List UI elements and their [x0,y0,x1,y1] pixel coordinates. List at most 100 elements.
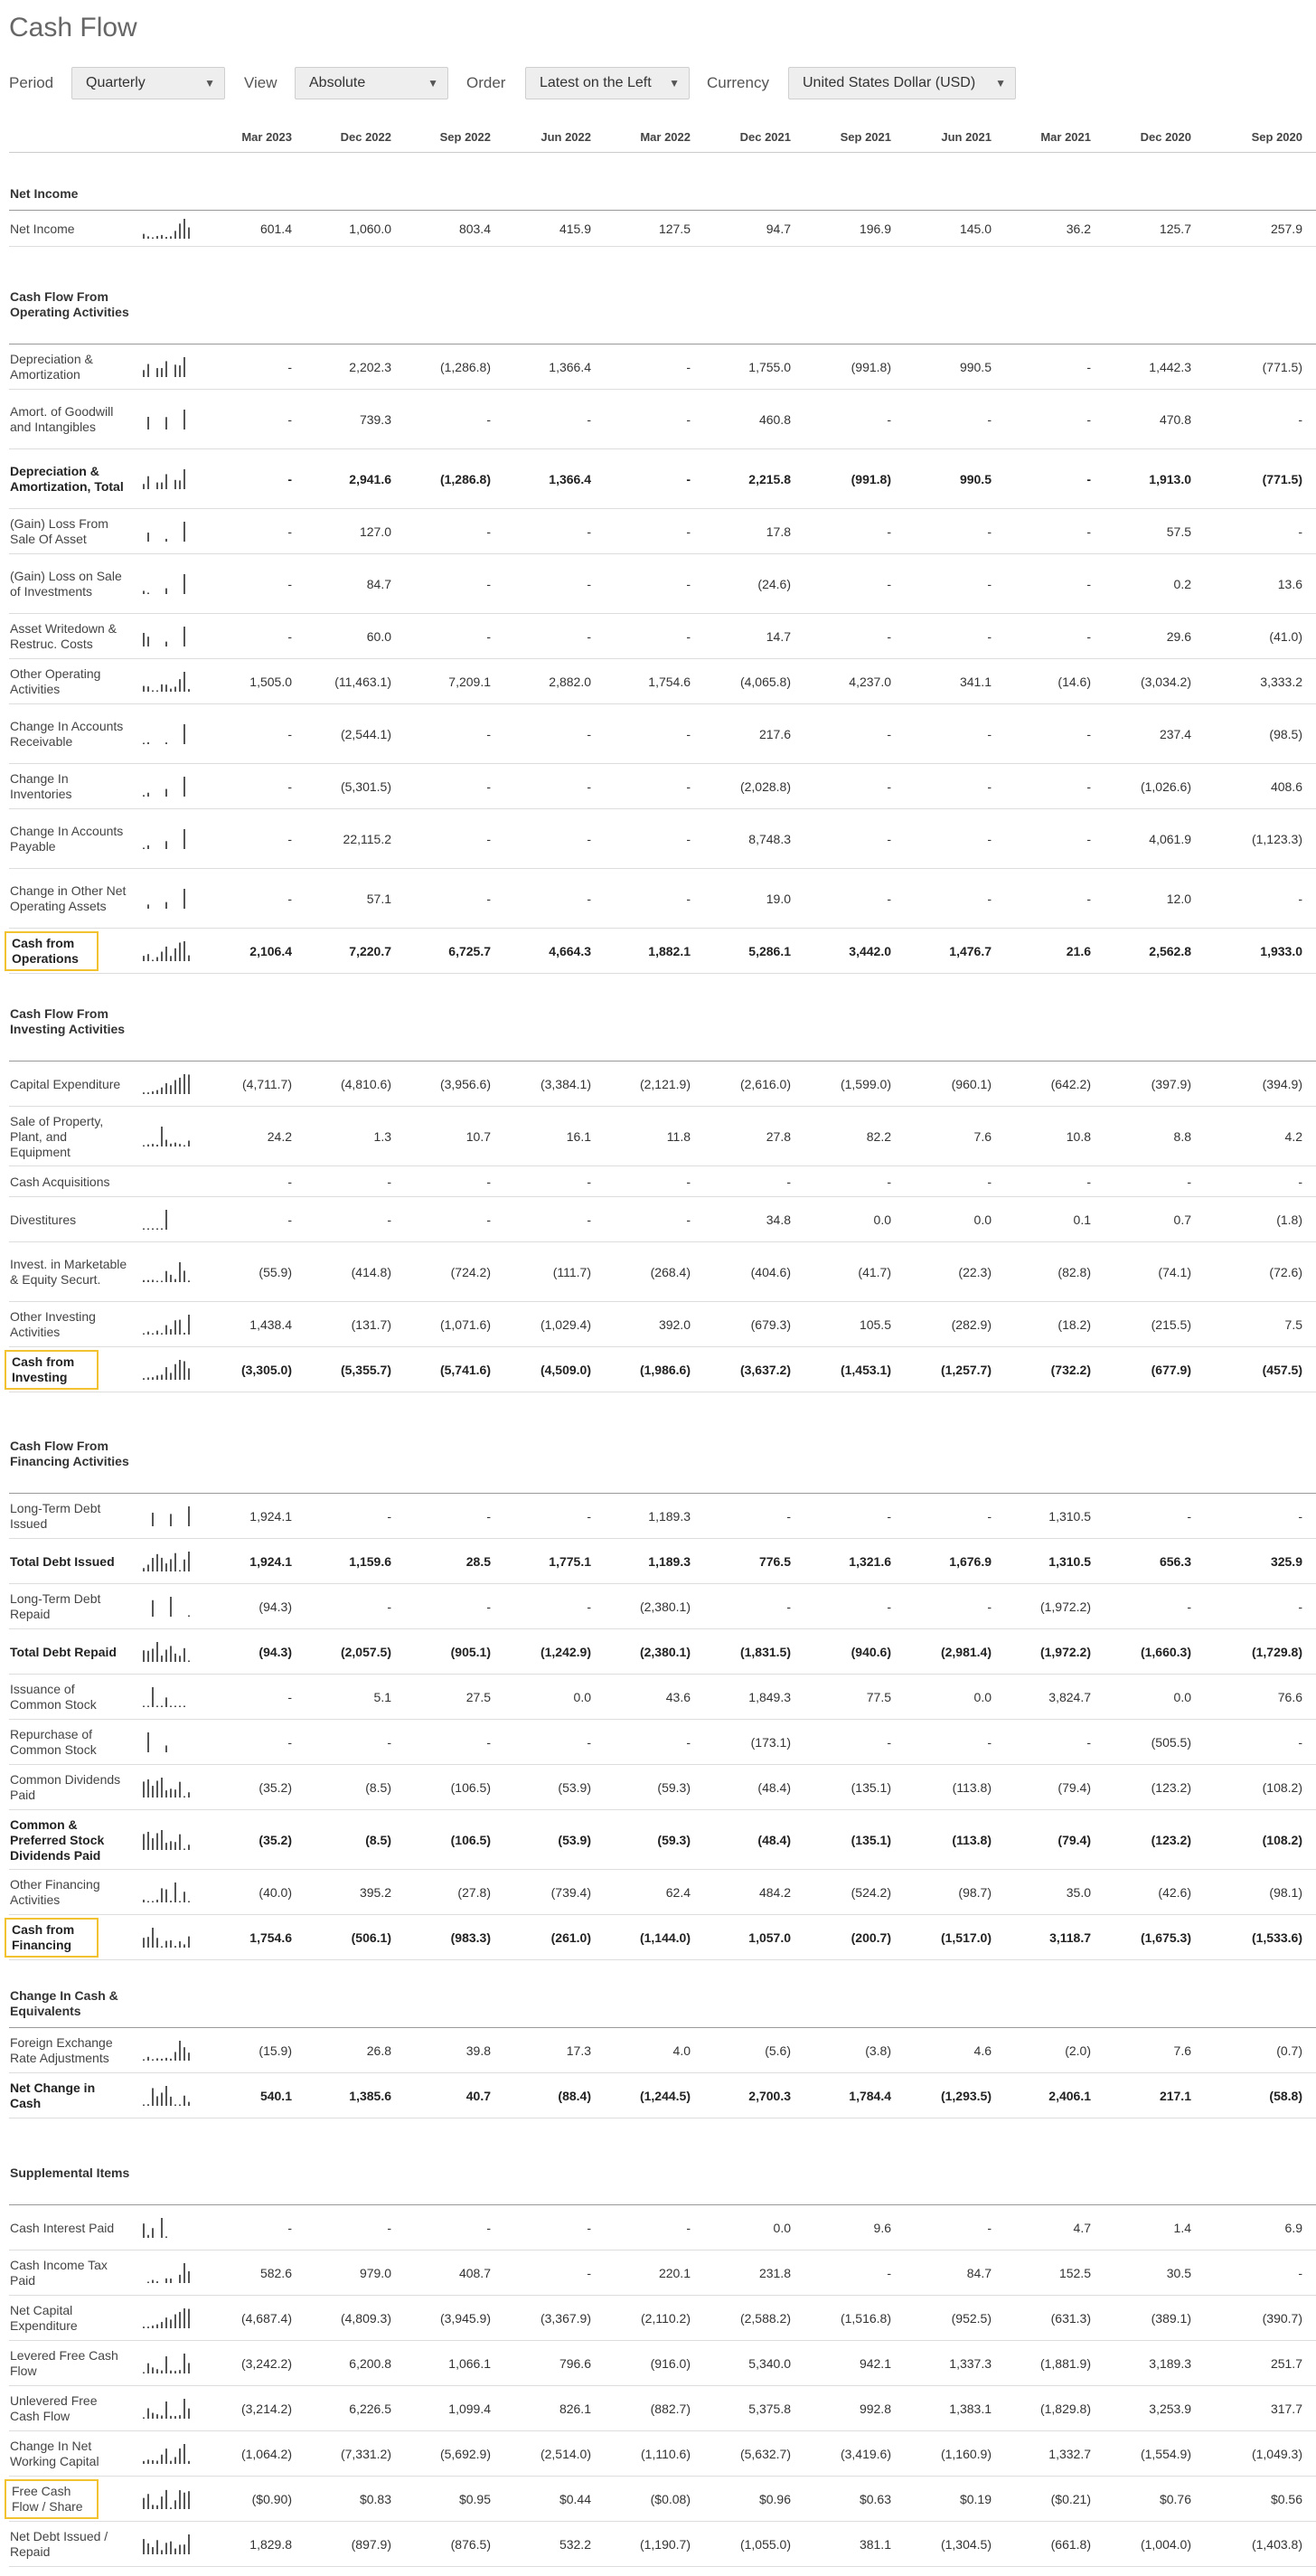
table-cell: - [987,726,992,741]
table-cell: - [587,2265,591,2280]
sparkline-bar [165,237,167,239]
sparkline-bar [147,686,149,692]
column-header[interactable]: Jun 2022 [540,130,591,144]
table-cell: (2,544.1) [340,726,391,741]
table-cell: 220.1 [658,2265,691,2280]
sparkline-chart[interactable] [141,2216,193,2240]
sparkline-chart[interactable] [141,2084,193,2108]
sparkline-bar [183,627,185,646]
table-cell: 40.7 [465,2088,491,2103]
sparkline-bar [183,1332,185,1335]
sparkline-chart[interactable] [141,217,193,241]
sparkline-bar [143,484,145,489]
sparkline-chart[interactable] [141,625,193,648]
sparkline-bar [156,2324,158,2328]
table-cell: (1,004.0) [1140,2536,1191,2552]
column-header[interactable]: Sep 2020 [1251,130,1302,144]
sparkline-chart[interactable] [141,1313,193,1336]
sparkline-chart[interactable] [141,2261,193,2285]
sparkline-chart[interactable] [141,1640,193,1664]
sparkline-chart[interactable] [141,1125,193,1148]
row-label: Depreciation & Amortization [10,352,93,382]
table-cell: - [1086,576,1091,591]
table-row: Long-Term Debt Repaid (94.3) - - - (2,380.1) -… [0,1584,1316,1629]
column-header[interactable]: Mar 2021 [1040,130,1091,144]
sparkline-chart[interactable] [141,670,193,694]
sparkline-chart[interactable] [141,355,193,379]
sparkline-bar [147,2056,149,2061]
period-select[interactable]: Quarterly ▼ [71,67,225,99]
sparkline-bar [183,2399,185,2419]
sparkline-chart[interactable] [141,2533,193,2556]
table-cell: (3,214.2) [240,2401,292,2416]
table-cell: 145.0 [959,221,992,236]
sparkline-chart[interactable] [141,2442,193,2466]
sparkline-chart[interactable] [141,2039,193,2062]
sparkline-chart[interactable] [141,2487,193,2511]
column-header[interactable]: Mar 2022 [640,130,691,144]
sparkline-chart[interactable] [141,1731,193,1754]
sparkline-chart[interactable] [141,1926,193,1949]
sparkline-chart[interactable] [141,1828,193,1852]
sparkline-chart[interactable] [141,722,193,746]
sparkline-chart[interactable] [141,1776,193,1799]
sparkline-chart[interactable] [141,408,193,431]
table-cell: (4,687.4) [240,2310,292,2326]
table-cell: 381.1 [859,2536,891,2552]
sparkline-chart[interactable] [141,1358,193,1382]
view-select[interactable]: Absolute ▼ [295,67,448,99]
sparkline-bar [165,1745,167,1752]
sparkline-chart[interactable] [141,1595,193,1618]
table-cell: (3,419.6) [840,2446,891,2461]
sparkline-chart[interactable] [141,939,193,963]
table-cell: 0.0 [773,2220,791,2235]
table-cell: 1,337.3 [949,2355,992,2371]
sparkline-bar [143,370,145,377]
table-row: Cash from Investing (3,305.0) (5,355.7) (5,… [0,1347,1316,1392]
sparkline-chart[interactable] [141,1260,193,1284]
sparkline-bar [147,1732,149,1752]
sparkline-chart[interactable] [141,1685,193,1709]
column-header[interactable]: Sep 2021 [840,130,891,144]
sparkline-bar [156,2540,158,2554]
sparkline-chart[interactable] [141,520,193,543]
sparkline-chart[interactable] [141,467,193,491]
sparkline-bar [147,1705,149,1707]
column-header[interactable]: Sep 2022 [439,130,491,144]
sparkline-bar [170,2460,172,2464]
sparkline-chart[interactable] [141,887,193,911]
sparkline-chart[interactable] [141,1505,193,1528]
column-header[interactable]: Dec 2022 [340,130,391,144]
row-divider [9,1869,1316,1870]
sparkline-chart[interactable] [141,1881,193,1904]
sparkline-chart[interactable] [141,1072,193,1096]
table-cell: 17.3 [566,2043,591,2058]
sparkline-chart[interactable] [141,1170,193,1194]
sparkline-chart[interactable] [141,1550,193,1573]
table-cell: (2,110.2) [641,2310,691,2326]
table-cell: 0.0 [573,1689,591,1704]
sparkline-chart[interactable] [141,827,193,851]
sparkline-chart[interactable] [141,572,193,596]
sparkline-chart[interactable] [141,2352,193,2375]
table-cell: ($0.21) [1050,2491,1091,2506]
column-header[interactable]: Mar 2023 [241,130,292,144]
column-header[interactable]: Dec 2020 [1140,130,1191,144]
sparkline-bar [152,237,154,239]
sparkline-chart[interactable] [141,1208,193,1231]
table-cell: (505.5) [1151,1734,1191,1750]
column-header[interactable]: Dec 2021 [739,130,791,144]
column-header[interactable]: Jun 2021 [941,130,992,144]
sparkline-bar [152,1838,154,1850]
table-cell: - [887,1734,891,1750]
table-cell: 105.5 [859,1316,891,1332]
order-select[interactable]: Latest on the Left ▼ [525,67,690,99]
sparkline-chart[interactable] [141,775,193,798]
table-row: Cash Interest Paid - - - - - 0.0 9.6 - 4.7 1.4 6.9 [0,2205,1316,2250]
sparkline-chart[interactable] [141,2397,193,2420]
table-cell: (1,049.3) [1251,2446,1302,2461]
sparkline-chart[interactable] [141,2307,193,2330]
table-cell: 127.5 [658,221,691,236]
sparkline-bar [161,2058,163,2061]
currency-select[interactable]: United States Dollar (USD) ▼ [788,67,1016,99]
